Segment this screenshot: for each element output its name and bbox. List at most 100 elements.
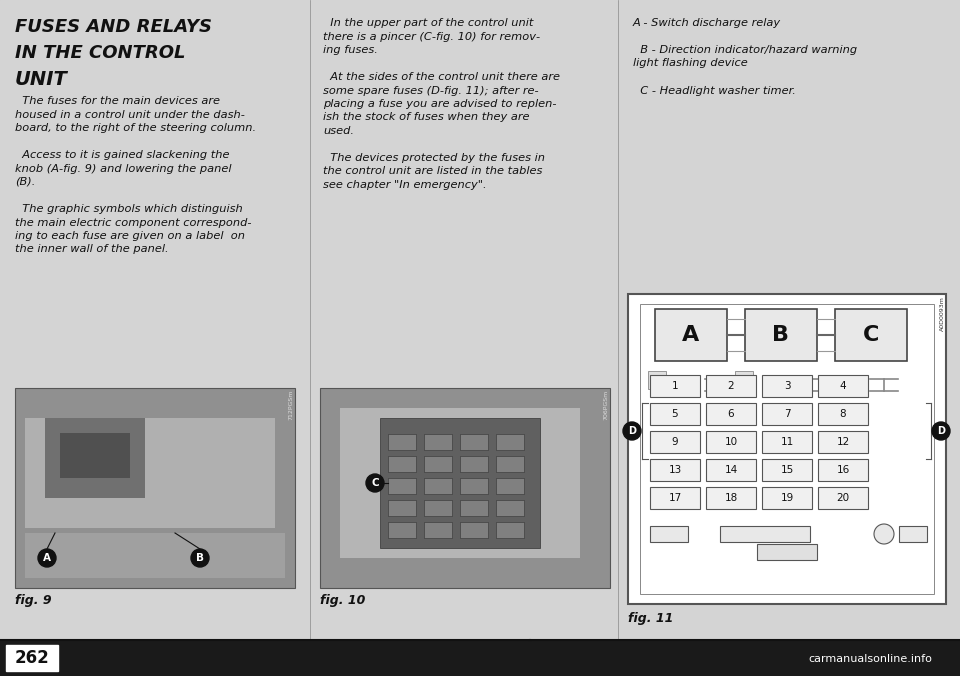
Text: C: C	[372, 478, 379, 488]
Bar	[60, 433, 130, 478]
Text: In the upper part of the control unit: In the upper part of the control unit	[323, 18, 534, 28]
Text: D: D	[628, 426, 636, 436]
Bar	[735, 371, 753, 389]
Bar	[388, 522, 416, 538]
Text: 8: 8	[840, 409, 847, 419]
Bar	[460, 522, 488, 538]
Bar	[496, 478, 524, 494]
Bar	[424, 500, 452, 516]
Text: 15: 15	[780, 465, 794, 475]
Bar	[496, 434, 524, 450]
Text: carmanualsonline.info: carmanualsonline.info	[808, 654, 932, 664]
Text: 262: 262	[14, 649, 49, 667]
Text: the main electric component correspond-: the main electric component correspond-	[15, 218, 252, 228]
Text: the control unit are listed in the tables: the control unit are listed in the table…	[323, 166, 542, 176]
Bar	[650, 403, 700, 425]
Circle shape	[623, 422, 641, 440]
Circle shape	[366, 474, 384, 492]
Bar	[45, 418, 145, 498]
Circle shape	[191, 549, 209, 567]
Text: 14: 14	[725, 465, 737, 475]
Bar	[655, 309, 727, 361]
Text: 4: 4	[840, 381, 847, 391]
Bar	[762, 459, 812, 481]
Text: (B).: (B).	[15, 177, 36, 187]
Text: housed in a control unit under the dash-: housed in a control unit under the dash-	[15, 110, 245, 120]
Text: 20: 20	[836, 493, 850, 503]
Text: The devices protected by the fuses in: The devices protected by the fuses in	[323, 153, 545, 163]
Bar	[650, 526, 688, 542]
Text: C - Headlight washer timer.: C - Headlight washer timer.	[633, 85, 796, 95]
Text: used.: used.	[323, 126, 354, 136]
Text: FUSES AND RELAYS: FUSES AND RELAYS	[15, 18, 212, 36]
Bar	[650, 459, 700, 481]
Bar	[388, 456, 416, 472]
Text: 712PGSm: 712PGSm	[288, 390, 293, 420]
Text: fig. 11: fig. 11	[628, 612, 673, 625]
Bar	[460, 500, 488, 516]
Bar	[745, 309, 817, 361]
Bar	[818, 375, 868, 397]
Bar	[818, 459, 868, 481]
Text: 5: 5	[672, 409, 679, 419]
Text: 16: 16	[836, 465, 850, 475]
Text: 10: 10	[725, 437, 737, 447]
Circle shape	[874, 524, 894, 544]
Bar	[310, 0, 618, 640]
Bar	[388, 434, 416, 450]
Text: D: D	[937, 426, 945, 436]
Text: The graphic symbols which distinguish: The graphic symbols which distinguish	[15, 204, 243, 214]
Text: At the sides of the control unit there are: At the sides of the control unit there a…	[323, 72, 560, 82]
Text: 2: 2	[728, 381, 734, 391]
Text: UNIT: UNIT	[15, 70, 68, 89]
Bar	[706, 431, 756, 453]
Bar	[818, 431, 868, 453]
Text: The fuses for the main devices are: The fuses for the main devices are	[15, 96, 220, 106]
Text: 19: 19	[780, 493, 794, 503]
Bar	[650, 431, 700, 453]
Text: 18: 18	[725, 493, 737, 503]
Circle shape	[932, 422, 950, 440]
Bar	[460, 434, 488, 450]
Bar	[388, 478, 416, 494]
Text: IN THE CONTROL: IN THE CONTROL	[15, 44, 185, 62]
Bar	[388, 500, 416, 516]
Text: placing a fuse you are advised to replen-: placing a fuse you are advised to replen…	[323, 99, 557, 109]
Bar	[460, 456, 488, 472]
Bar	[706, 459, 756, 481]
Text: B - Direction indicator/hazard warning: B - Direction indicator/hazard warning	[633, 45, 857, 55]
Bar	[340, 408, 580, 558]
Text: 12: 12	[836, 437, 850, 447]
Bar	[835, 309, 907, 361]
Bar	[762, 403, 812, 425]
Text: some spare fuses (D-fig. 11); after re-: some spare fuses (D-fig. 11); after re-	[323, 85, 539, 95]
Text: knob (A-fig. 9) and lowering the panel: knob (A-fig. 9) and lowering the panel	[15, 164, 231, 174]
Text: B: B	[196, 553, 204, 563]
Circle shape	[38, 549, 56, 567]
Bar	[460, 478, 488, 494]
Text: Access to it is gained slackening the: Access to it is gained slackening the	[15, 150, 229, 160]
Text: 706PGSm: 706PGSm	[603, 390, 608, 420]
Text: 1: 1	[672, 381, 679, 391]
Text: 3: 3	[783, 381, 790, 391]
Bar	[818, 487, 868, 509]
Bar	[762, 375, 812, 397]
Text: see chapter "In emergency".: see chapter "In emergency".	[323, 180, 487, 190]
Bar	[628, 294, 946, 604]
Text: 17: 17	[668, 493, 682, 503]
Text: 6: 6	[728, 409, 734, 419]
Bar	[496, 500, 524, 516]
Bar	[640, 304, 934, 594]
Text: A - Switch discharge relay: A - Switch discharge relay	[633, 18, 781, 28]
Bar	[380, 418, 540, 548]
Bar	[650, 375, 700, 397]
Text: fig. 10: fig. 10	[320, 594, 366, 607]
Text: A0D0093m: A0D0093m	[940, 296, 945, 331]
Bar	[0, 0, 310, 640]
Text: A: A	[683, 325, 700, 345]
Bar	[618, 0, 960, 640]
Text: board, to the right of the steering column.: board, to the right of the steering colu…	[15, 123, 256, 133]
Text: B: B	[773, 325, 789, 345]
Text: the inner wall of the panel.: the inner wall of the panel.	[15, 245, 169, 254]
Bar	[0, 640, 960, 676]
